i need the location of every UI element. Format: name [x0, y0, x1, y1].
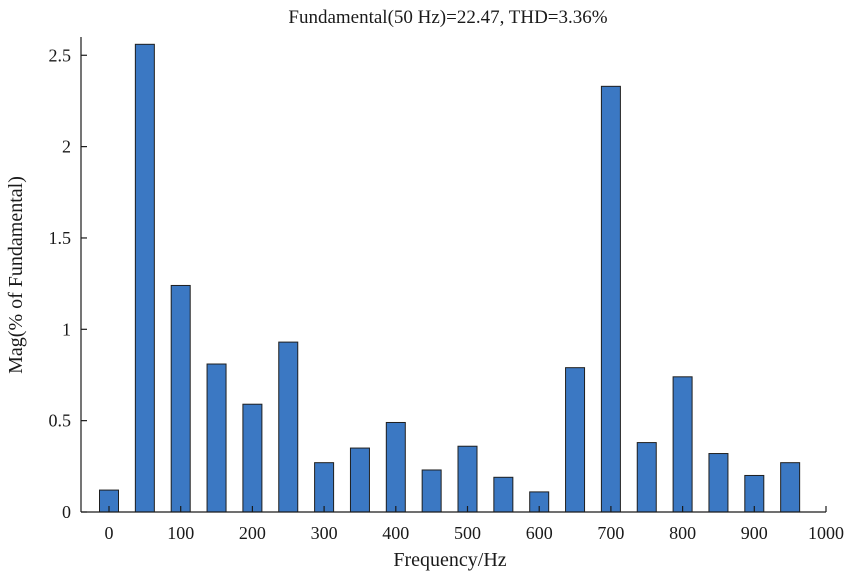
y-tick-label: 2 [62, 137, 71, 157]
y-tick-label: 0 [62, 502, 71, 522]
x-tick-label: 1000 [808, 523, 844, 543]
x-tick-label: 600 [526, 523, 553, 543]
y-tick-label: 1.5 [49, 228, 72, 248]
bar-450hz [421, 469, 442, 513]
y-axis-label: Mag(% of Fundamental) [5, 176, 27, 374]
bar-150hz [206, 363, 227, 513]
bar-250hz [278, 341, 299, 513]
y-tick-label: 1 [62, 319, 71, 339]
bar-950hz [780, 462, 801, 513]
bar-800hz [672, 376, 693, 513]
bar-400hz [385, 421, 406, 513]
bar-50hz [134, 43, 155, 513]
x-tick-label: 0 [105, 523, 114, 543]
y-tick-label: 2.5 [49, 45, 72, 65]
x-tick-label: 200 [239, 523, 266, 543]
x-axis-label: Frequency/Hz [393, 549, 506, 571]
bar-850hz [708, 453, 729, 513]
bar-750hz [636, 442, 657, 513]
bar-700hz [600, 85, 621, 513]
plot-area [99, 43, 801, 513]
y-tick-label: 0.5 [49, 411, 72, 431]
y-axis-ticks: 0 0.5 1 1.5 2 2.5 [49, 45, 87, 522]
bar-650hz [565, 367, 586, 513]
x-tick-label: 100 [167, 523, 194, 543]
bar-500hz [457, 445, 478, 513]
bar-550hz [493, 476, 514, 513]
x-tick-label: 700 [597, 523, 624, 543]
x-axis-ticks: 0 100 200 300 400 500 600 700 800 900 1000 [105, 506, 844, 543]
x-tick-label: 500 [454, 523, 481, 543]
bar-200hz [242, 403, 263, 513]
x-tick-label: 800 [669, 523, 696, 543]
x-tick-label: 300 [311, 523, 338, 543]
bar-100hz [170, 284, 191, 513]
x-tick-label: 900 [741, 523, 768, 543]
bar-300hz [314, 462, 335, 513]
chart-title: Fundamental(50 Hz)=22.47, THD=3.36% [288, 7, 607, 28]
x-tick-label: 400 [382, 523, 409, 543]
bar-350hz [349, 447, 370, 513]
